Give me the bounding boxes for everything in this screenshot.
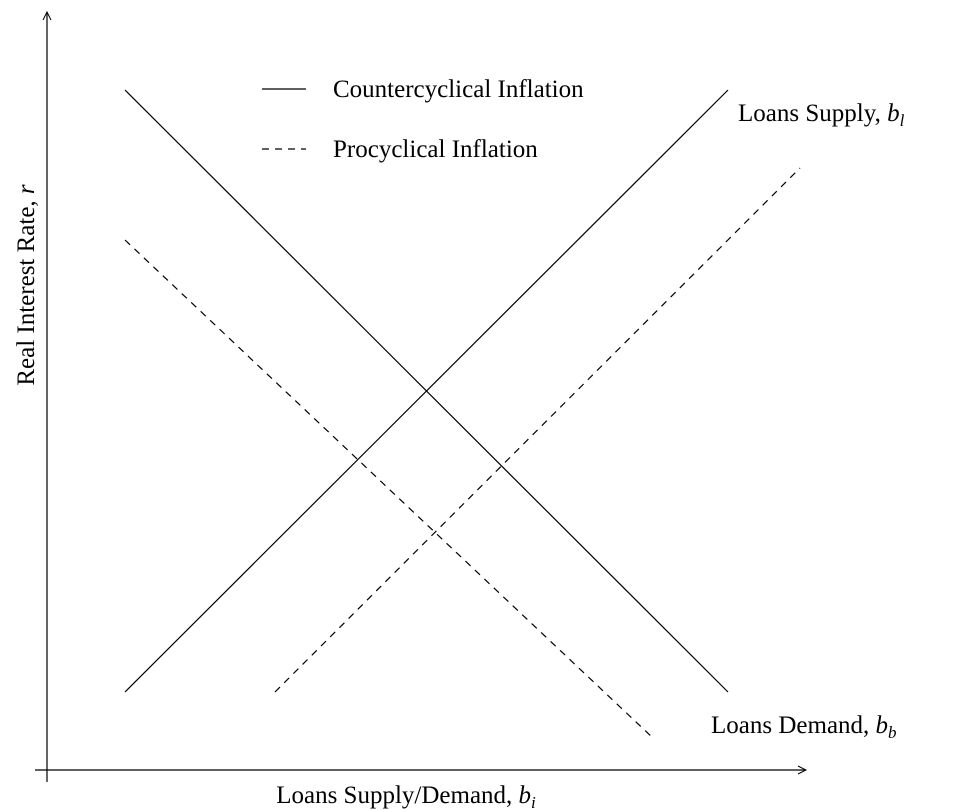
label-sub: b — [888, 723, 897, 742]
label-var: r — [13, 184, 40, 194]
label-sub: l — [900, 111, 905, 130]
label-text: Loans Demand, — [711, 712, 876, 739]
label-text: Real Interest Rate, — [13, 194, 40, 386]
supply-label: Loans Supply, bl — [738, 100, 905, 130]
label-var: b — [519, 782, 532, 809]
label-var: b — [876, 712, 889, 739]
label-text: Loans Supply, — [738, 100, 887, 127]
supply-countercyclical — [124, 89, 729, 693]
legend-label: Procyclical Inflation — [333, 136, 538, 163]
demand-label: Loans Demand, bb — [711, 712, 897, 742]
label-var: b — [887, 100, 900, 127]
y-axis-title: Real Interest Rate, r — [13, 184, 40, 386]
demand-procyclical — [124, 239, 654, 739]
label-text: Loans Supply/Demand, — [276, 782, 518, 809]
x-axis-title: Loans Supply/Demand, bi — [276, 782, 536, 810]
legend-label: Countercyclical Inflation — [333, 76, 584, 103]
supply-procyclical — [274, 167, 801, 693]
label-sub: i — [531, 793, 536, 810]
